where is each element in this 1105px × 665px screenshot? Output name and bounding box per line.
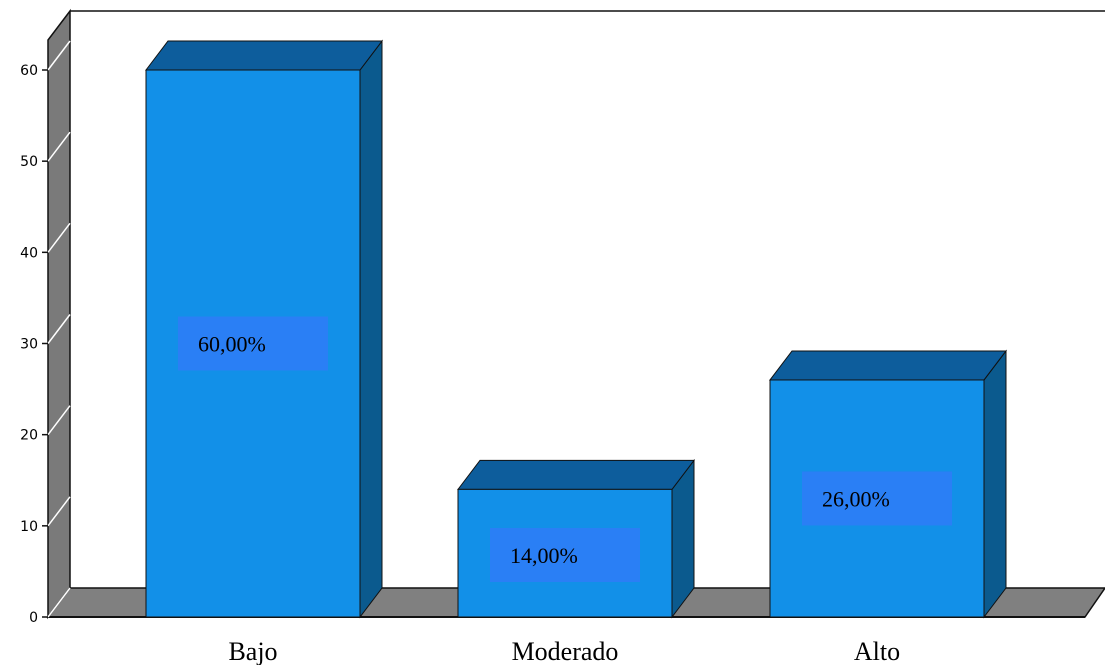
bar-top-1 [456,459,696,490]
bar-group-0: 60,00% [144,39,384,619]
data-label-box-1 [490,528,640,582]
data-label-1: 14,00% [510,543,578,568]
y-gridline-0 [47,587,71,618]
y-gridline-50 [47,131,71,162]
y-tick-label-0: 0 [29,610,38,626]
y-axis: 0 10 20 30 40 50 60 [20,40,71,626]
x-tick-label-1: Moderado [512,637,619,665]
data-label-box-2 [802,471,952,526]
x-tick-label-0: Bajo [228,637,277,665]
bar-group-1: 14,00% [456,458,696,619]
y-tick-label-10: 10 [20,519,38,535]
y-gridline-30 [47,314,71,344]
data-label-0: 60,00% [198,332,266,357]
bar-side-2 [983,349,1007,619]
y-gridline-60 [47,40,71,71]
y-gridline-40 [47,222,71,253]
bar-side-0 [359,39,383,619]
y-tick-label-40: 40 [20,245,38,261]
bars: 60,00% 14,00% 26,00% [144,39,1008,619]
bar-top-2 [768,350,1008,381]
x-axis: Bajo Moderado Alto [228,637,900,665]
bar-top-0 [144,40,384,71]
x-tick-label-2: Alto [854,637,900,665]
y-tick-label-30: 30 [20,337,38,353]
left-wall [47,8,71,620]
y-gridline-10 [47,496,71,527]
y-tick-label-50: 50 [20,154,38,170]
bar-group-2: 26,00% [768,349,1008,619]
data-label-box-0 [178,316,328,371]
y-tick-label-60: 60 [20,63,38,79]
y-tick-label-20: 20 [20,428,38,444]
data-label-2: 26,00% [822,486,890,511]
y-gridline-20 [47,405,71,436]
